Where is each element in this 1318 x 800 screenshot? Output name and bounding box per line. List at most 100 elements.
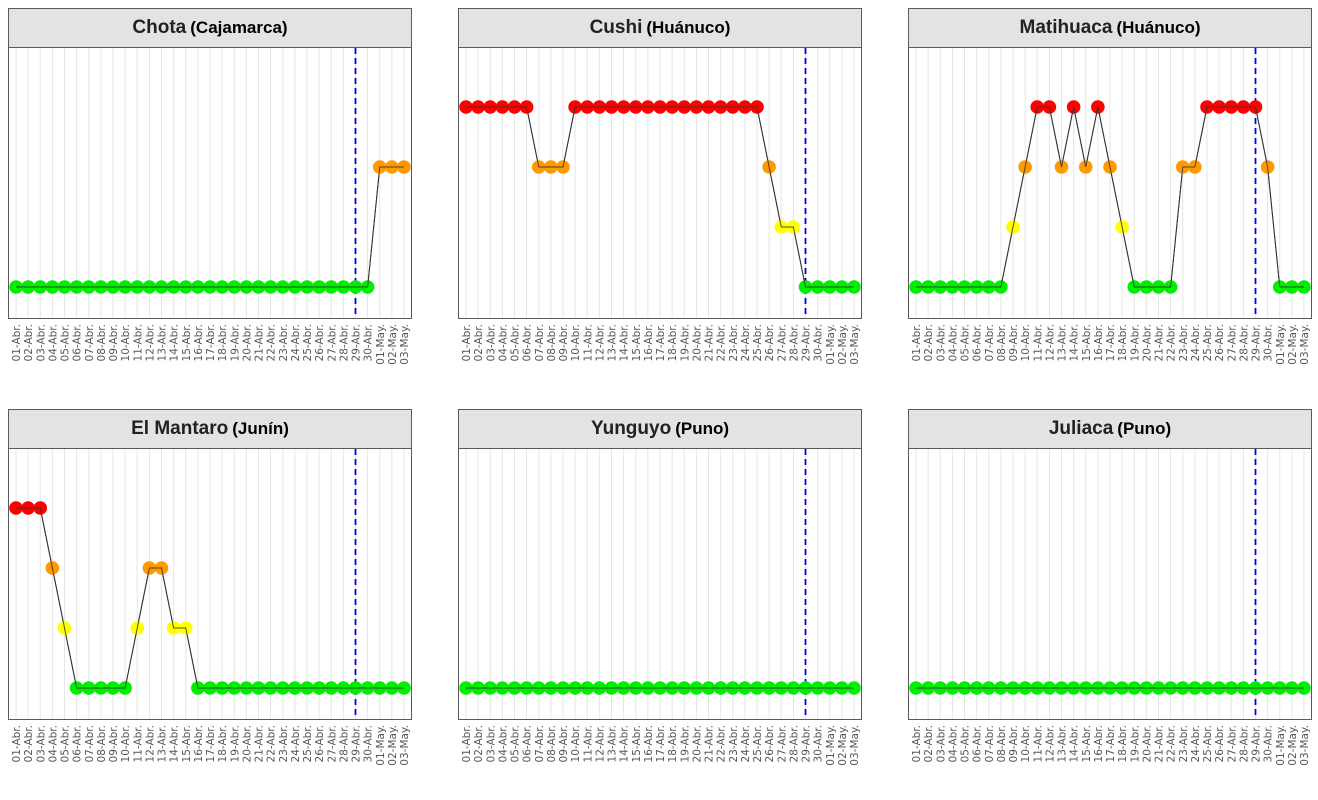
panel-el-mantaro: El Mantaro (Junín) 01-Abr. 02-Abr. 03-Abr. 04… — [8, 409, 412, 800]
tick-label: 29-Abr. — [801, 324, 813, 361]
tick-label: 06-Abr. — [522, 725, 534, 762]
tick-label: 25-Abr. — [752, 725, 764, 762]
tick-label: 14-Abr. — [1069, 725, 1081, 762]
tick-label: 23-Abr. — [1178, 324, 1190, 361]
tick-label: 01-Abr. — [461, 725, 473, 762]
tick-label: 04-Abr. — [947, 725, 959, 762]
tick-label: 20-Abr. — [1141, 725, 1153, 762]
panel-strip: Juliaca (Puno) — [908, 409, 1312, 449]
tick-label: 27-Abr. — [1226, 725, 1238, 762]
panel-title: Chota — [132, 17, 187, 38]
tick-label: 01-May. — [375, 725, 387, 766]
tick-label: 13-Abr. — [1057, 725, 1069, 762]
tick-label: 09-Abr. — [558, 725, 570, 762]
tick-label: 29-Abr. — [351, 725, 363, 762]
tick-label: 07-Abr. — [534, 324, 546, 361]
tick-label: 05-Abr. — [960, 324, 972, 361]
panel-region: (Huánuco) — [1116, 18, 1201, 37]
panel-strip: Matihuaca (Huánuco) — [908, 8, 1312, 48]
panel-matihuaca: Matihuaca (Huánuco) 01-Abr. 02-Abr. 03-Abr. 0… — [908, 8, 1312, 399]
tick-label: 21-Abr. — [1154, 324, 1166, 361]
panel-yunguyo: Yunguyo (Puno) 01-Abr. 02-Abr. 03-Abr. 04-Abr… — [458, 409, 862, 800]
panel-region: (Puno) — [675, 419, 730, 438]
tick-label: 01-Abr. — [911, 324, 923, 361]
tick-label: 27-Abr. — [776, 324, 788, 361]
tick-label: 12-Abr. — [594, 725, 606, 762]
tick-label: 22-Abr. — [716, 324, 728, 361]
panel-plot: 01-Abr. 02-Abr. 03-Abr. 04-Abr. 05-Abr. 06-Ab… — [8, 47, 412, 365]
tick-label: 10-Abr. — [570, 725, 582, 762]
tick-label: 09-Abr. — [108, 324, 120, 361]
tick-label: 01-May. — [1275, 725, 1287, 766]
tick-label: 11-Abr. — [132, 725, 144, 762]
tick-label: 13-Abr. — [1057, 324, 1069, 361]
panel-region: (Junín) — [232, 419, 289, 438]
panel-title: Yunguyo — [590, 418, 672, 439]
tick-label: 12-Abr. — [144, 725, 156, 762]
panel-plot: 01-Abr. 02-Abr. 03-Abr. 04-Abr. 05-Abr. 06-Ab… — [458, 47, 862, 365]
tick-label: 28-Abr. — [1238, 725, 1250, 762]
tick-label: 16-Abr. — [193, 324, 205, 361]
tick-label: 21-Abr. — [704, 324, 716, 361]
tick-label: 30-Abr. — [363, 725, 375, 762]
tick-label: 10-Abr. — [120, 324, 132, 361]
tick-label: 25-Abr. — [302, 725, 314, 762]
panel-title: Juliaca — [1048, 418, 1114, 439]
tick-label: 01-Abr. — [11, 725, 23, 762]
tick-label: 12-Abr. — [594, 324, 606, 361]
tick-label: 23-Abr. — [278, 725, 290, 762]
tick-label: 07-Abr. — [534, 725, 546, 762]
tick-label: 07-Abr. — [984, 725, 996, 762]
tick-label: 24-Abr. — [1190, 324, 1202, 361]
tick-label: 09-Abr. — [108, 725, 120, 762]
tick-label: 15-Abr. — [1081, 725, 1093, 762]
tick-label: 02-May. — [387, 324, 399, 365]
tick-label: 19-Abr. — [1129, 324, 1141, 361]
tick-label: 17-Abr. — [655, 725, 667, 762]
tick-label: 09-Abr. — [1008, 725, 1020, 762]
tick-label: 04-Abr. — [497, 324, 509, 361]
tick-label: 07-Abr. — [984, 324, 996, 361]
panel-region: (Puno) — [1117, 419, 1172, 438]
tick-label: 29-Abr. — [1251, 324, 1263, 361]
tick-label: 21-Abr. — [254, 725, 266, 762]
tick-label: 24-Abr. — [290, 324, 302, 361]
tick-label: 26-Abr. — [314, 725, 326, 762]
tick-label: 19-Abr. — [679, 324, 691, 361]
tick-label: 02-May. — [1287, 725, 1299, 766]
tick-label: 28-Abr. — [788, 725, 800, 762]
tick-label: 03-Abr. — [485, 725, 497, 762]
panel-title: Matihuaca — [1019, 17, 1113, 38]
panel-strip: Cushi (Huánuco) — [458, 8, 862, 48]
tick-label: 26-Abr. — [1214, 324, 1226, 361]
tick-label: 02-May. — [837, 324, 849, 365]
tick-label: 20-Abr. — [1141, 324, 1153, 361]
tick-label: 29-Abr. — [801, 725, 813, 762]
tick-label: 20-Abr. — [691, 725, 703, 762]
tick-label: 30-Abr. — [813, 324, 825, 361]
tick-label: 27-Abr. — [1226, 324, 1238, 361]
tick-label: 23-Abr. — [728, 324, 740, 361]
series-line-overlay — [466, 106, 854, 288]
tick-label: 08-Abr. — [546, 725, 558, 762]
tick-label: 30-Abr. — [1263, 725, 1275, 762]
tick-label: 05-Abr. — [60, 725, 72, 762]
tick-label: 26-Abr. — [1214, 725, 1226, 762]
tick-label: 03-May. — [399, 725, 411, 766]
tick-label: 11-Abr. — [582, 725, 594, 762]
tick-label: 18-Abr. — [1117, 324, 1129, 361]
tick-label: 11-Abr. — [1032, 725, 1044, 762]
tick-label: 02-Abr. — [473, 725, 485, 762]
tick-label: 02-May. — [1287, 324, 1299, 365]
tick-label: 02-Abr. — [923, 725, 935, 762]
tick-label: 10-Abr. — [570, 324, 582, 361]
tick-label: 28-Abr. — [338, 725, 350, 762]
panel-strip: Chota (Cajamarca) — [8, 8, 412, 48]
data-point — [847, 681, 861, 695]
panel-region: (Cajamarca) — [190, 18, 288, 37]
tick-label: 25-Abr. — [1202, 725, 1214, 762]
tick-label: 01-May. — [825, 324, 837, 365]
tick-label: 22-Abr. — [266, 725, 278, 762]
tick-label: 20-Abr. — [241, 324, 253, 361]
